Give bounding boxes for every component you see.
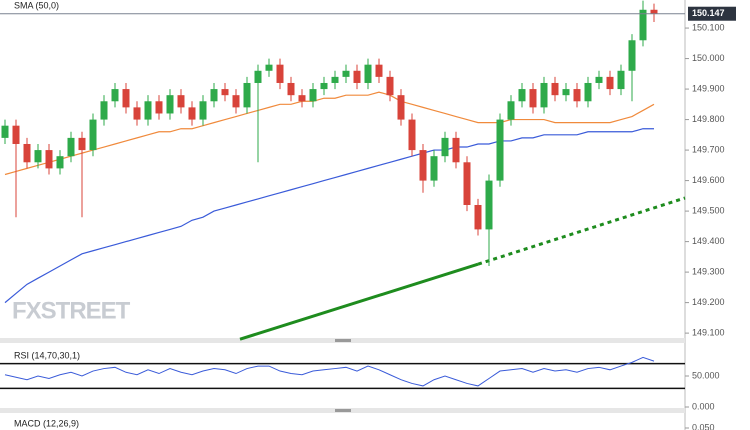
candle-body xyxy=(496,119,504,181)
y-tick-label: 149.900 xyxy=(692,83,725,93)
candle-body xyxy=(12,125,20,144)
trendline xyxy=(239,262,479,341)
rsi-line xyxy=(4,356,655,387)
candle-body xyxy=(45,150,53,169)
candle-body xyxy=(408,119,416,151)
candle-body xyxy=(23,143,31,163)
candle-body xyxy=(232,95,240,108)
candle-body xyxy=(342,70,350,77)
sma-line xyxy=(4,91,655,176)
candle-body xyxy=(221,89,229,96)
candle-body xyxy=(595,76,603,83)
y-tick-label: 0.050 xyxy=(692,422,715,430)
y-tick-label: 149.200 xyxy=(692,297,725,307)
candle-body xyxy=(287,82,295,96)
y-tick-label: 149.400 xyxy=(692,236,725,246)
panel-title: SMA (50,0) xyxy=(14,0,59,10)
candle-body xyxy=(551,82,559,96)
sma-line xyxy=(4,128,654,304)
candle-body xyxy=(650,9,658,14)
candle-body xyxy=(452,137,460,163)
candle-body xyxy=(254,70,262,83)
y-tick-label: 150.200 xyxy=(692,0,725,2)
candle-body xyxy=(419,150,427,181)
candle-body xyxy=(210,89,218,102)
candle-body xyxy=(144,101,152,120)
candle-body xyxy=(606,76,614,90)
candle-body xyxy=(89,119,97,151)
candle-body xyxy=(1,125,9,138)
y-tick-label: 150.000 xyxy=(692,53,725,63)
candle-body xyxy=(166,95,174,114)
candle-body xyxy=(364,64,372,83)
candle-body xyxy=(562,89,570,96)
candle-body xyxy=(463,162,471,205)
candle-body xyxy=(331,76,339,83)
candle-body xyxy=(133,107,141,120)
candle-body xyxy=(111,89,119,102)
y-tick-label: 149.600 xyxy=(692,175,725,185)
candle-body xyxy=(584,82,592,102)
y-tick-label: 149.300 xyxy=(692,266,725,276)
candle-body xyxy=(122,89,130,108)
candle-body xyxy=(309,89,317,102)
candle-body xyxy=(320,82,328,90)
candle-body xyxy=(639,9,647,41)
candle-body xyxy=(199,101,207,120)
candle-body xyxy=(518,89,526,102)
y-tick-label: 149.800 xyxy=(692,114,725,124)
candle-body xyxy=(375,64,383,77)
candle-body xyxy=(485,180,493,230)
candle-body xyxy=(78,137,86,151)
y-tick-label: 0.000 xyxy=(692,401,715,411)
label-bg xyxy=(2,0,64,12)
panel-title: MACD (12,26,9) xyxy=(14,418,79,428)
candle-body xyxy=(628,40,636,71)
panel-title: RSI (14,70,30,1) xyxy=(14,350,80,360)
candle-body xyxy=(243,82,251,108)
candle-body xyxy=(441,137,449,157)
candle-body xyxy=(155,101,163,114)
y-tick-label: 150.100 xyxy=(692,22,725,32)
candle-body xyxy=(386,76,394,96)
panel-grip xyxy=(335,339,351,342)
candle-body xyxy=(529,89,537,108)
marks xyxy=(0,0,689,429)
candle-body xyxy=(353,70,361,83)
candle-body xyxy=(397,95,405,120)
y-tick-label: 50.000 xyxy=(692,370,720,380)
candle-body xyxy=(507,101,515,120)
candle-body xyxy=(34,150,42,163)
label-bg xyxy=(2,350,94,362)
candle-body xyxy=(100,101,108,120)
candle-body xyxy=(617,70,625,90)
y-tick-label: 149.100 xyxy=(692,327,725,337)
watermark: FXSTREET xyxy=(12,297,131,324)
candle-body xyxy=(474,204,482,230)
candle-body xyxy=(56,156,64,169)
candle-body xyxy=(430,156,438,181)
candle-body xyxy=(177,95,185,108)
last-price-box xyxy=(688,6,736,21)
last-price-label: 150.147 xyxy=(692,8,725,18)
candle-body xyxy=(265,64,273,71)
candle-body xyxy=(540,82,548,108)
candle-body xyxy=(67,137,75,157)
candle-body xyxy=(188,107,196,120)
y-tick-label: 149.500 xyxy=(692,205,725,215)
candle-body xyxy=(276,64,284,83)
candle-body xyxy=(573,89,581,102)
panel-grip xyxy=(335,409,351,412)
y-tick-label: 149.700 xyxy=(692,144,725,154)
candle-body xyxy=(298,95,306,102)
